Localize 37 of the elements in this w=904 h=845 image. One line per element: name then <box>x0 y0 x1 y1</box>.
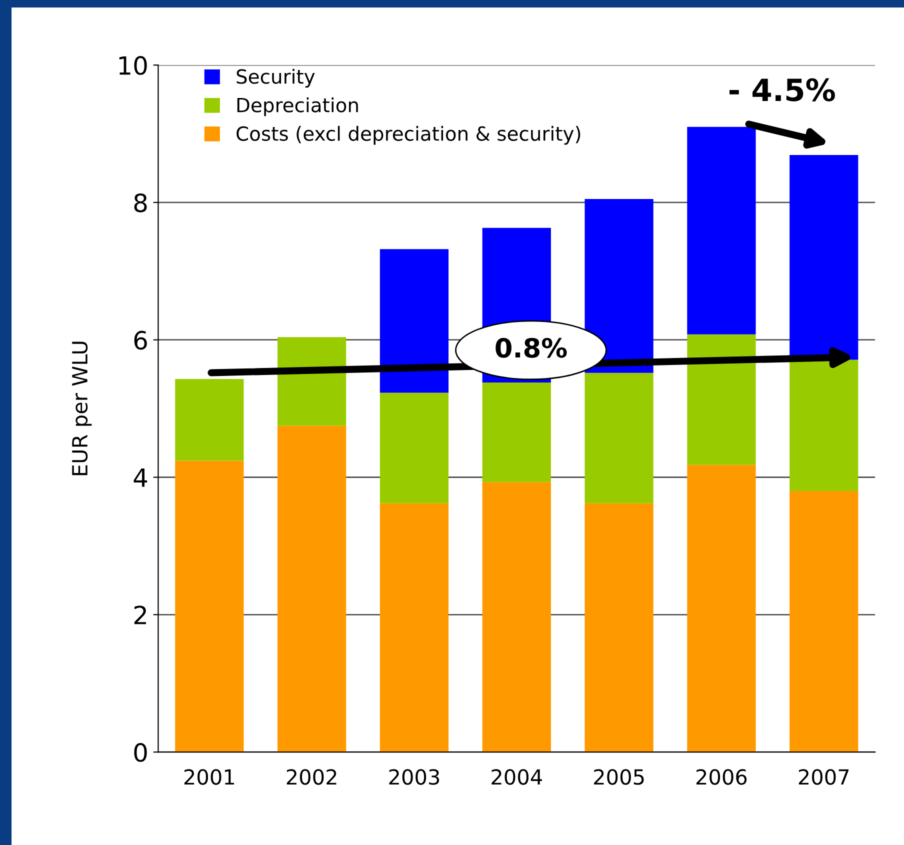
legend-label: Depreciation <box>237 97 358 116</box>
legend-label: Costs (excl depreciation & security) <box>236 126 580 145</box>
y-tick-label: 0 <box>134 742 147 762</box>
bar <box>687 464 756 752</box>
legend-label: Security <box>236 68 315 88</box>
bar <box>380 392 449 504</box>
x-tick-label: 2001 <box>184 769 234 785</box>
bar <box>278 337 346 426</box>
bar <box>687 126 756 334</box>
y-tick-label: 10 <box>119 56 147 75</box>
x-tick-label: 2006 <box>696 769 747 785</box>
bar <box>175 379 244 461</box>
annotation: 0.8% <box>496 338 567 358</box>
y-tick-label: 8 <box>134 193 147 212</box>
bar <box>584 199 654 373</box>
x-tick-label: 2003 <box>389 769 440 785</box>
bar <box>790 360 858 491</box>
y-tick-label: 4 <box>134 468 148 487</box>
bar <box>482 382 551 482</box>
y-tick-label: 6 <box>134 330 147 350</box>
bar <box>790 155 858 360</box>
y-tick-label: 2 <box>134 606 146 624</box>
bar <box>584 372 654 504</box>
x-tick-label: 2004 <box>492 769 542 785</box>
bar <box>380 503 449 752</box>
bar <box>482 482 551 752</box>
bar <box>790 490 858 752</box>
bar <box>175 460 244 752</box>
bar <box>584 503 654 752</box>
bar <box>687 334 756 465</box>
bar <box>380 249 449 393</box>
annotation: - 4.5% <box>730 78 835 102</box>
bar <box>278 426 346 752</box>
x-tick-label: 2002 <box>286 769 336 785</box>
y-axis-title: EUR per WLU <box>72 342 92 476</box>
x-tick-label: 2007 <box>798 769 849 785</box>
x-tick-label: 2005 <box>594 769 644 785</box>
